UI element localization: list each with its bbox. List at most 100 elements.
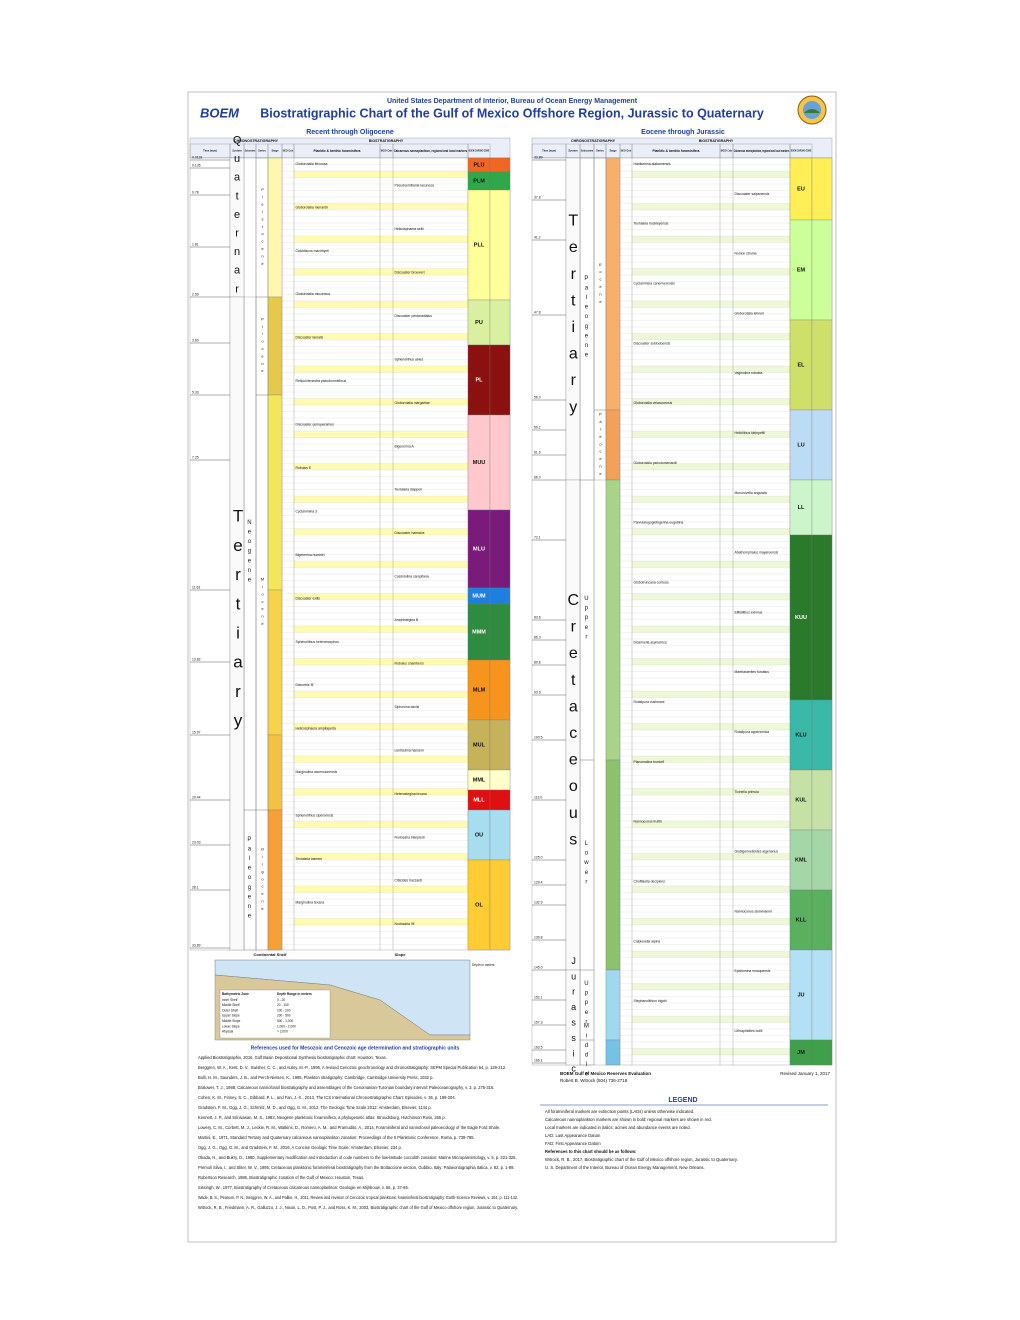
row-highlight: [632, 171, 790, 178]
column-head: Series: [596, 149, 604, 153]
column-head: Calcareous nannoplankton, regional and l…: [734, 149, 790, 153]
zone-strip: [811, 479, 833, 536]
marker-name: Rotalipora cushmani: [634, 700, 665, 704]
marker-name: Vaginulina robusta: [735, 371, 763, 375]
zone-strip: [811, 409, 833, 481]
zone-strip: [489, 769, 511, 791]
subsystem-cell: [579, 1039, 595, 1066]
time-label: 163.5: [534, 1045, 543, 1049]
citation-revised: Revised January 1, 2017: [780, 1071, 830, 1076]
subsystem-label: Paleogene: [246, 837, 252, 923]
time-label: 15.97: [192, 730, 201, 734]
table-cell: Lower Slope: [222, 1024, 240, 1028]
row-highlight: [294, 918, 468, 925]
bio-head: BIOSTRATIGRAPHY: [699, 139, 734, 143]
marker-name: Globorotalia lehneri: [735, 311, 765, 315]
marker-name: Globotruncana contusa: [634, 580, 669, 584]
zone-label: PLU: [474, 162, 485, 168]
row-highlight: [294, 431, 468, 438]
time-label: 86.3: [534, 635, 541, 639]
reference: Witrock, R. B., Friedmann, A. R., Galluz…: [198, 1205, 518, 1210]
zone-label: MLM: [473, 687, 486, 693]
legend-item: LAD: Last Appearance Datum: [545, 1133, 601, 1138]
time-label: 23.03: [192, 840, 201, 844]
zone-label: KML: [795, 857, 808, 863]
subsystem-label: Upper: [583, 981, 589, 1029]
marker-name: Cassidulina carapitana: [395, 575, 429, 579]
row-highlight: [294, 463, 468, 470]
table-cell: 200 - 500: [277, 1014, 291, 1018]
row-highlight: [632, 1048, 790, 1055]
zone-label: PL: [475, 377, 483, 383]
marker-name: Globorotalia margaritae: [395, 401, 431, 405]
marker-name: Sphenolithus abies: [395, 357, 424, 361]
subsystem-label: Paleogene: [583, 276, 589, 362]
reference: Premoli Silva, I., and Sliter, W. V., 19…: [198, 1165, 515, 1170]
subsystem-label: Neogene: [246, 520, 252, 587]
marker-name: Choffatella decipiens: [634, 879, 666, 883]
row-highlight: [294, 398, 468, 405]
stage-block: [605, 1039, 621, 1066]
zone-label: PLM: [473, 178, 485, 184]
row-highlight: [294, 788, 468, 795]
row-highlight: [294, 203, 468, 210]
time-label: 139.8: [534, 935, 543, 939]
time-label: 0.78: [192, 190, 199, 194]
marker-name: Siphonina davisi: [395, 705, 420, 709]
subsystem-label: Middle: [583, 1024, 589, 1082]
bio-head: BIOSTRATIGRAPHY: [369, 139, 404, 143]
time-label: 41.2: [534, 235, 541, 239]
row-highlight: [632, 593, 790, 600]
zone-strip: [489, 659, 511, 721]
time-label: 157.3: [534, 1020, 543, 1024]
row-highlight: [632, 463, 790, 470]
row-highlight: [294, 171, 468, 178]
time-label: 129.4: [534, 880, 543, 884]
zone-strip: [811, 949, 833, 1041]
marker-name: Robulus chambersi: [395, 662, 424, 666]
zone-strip: [489, 719, 511, 771]
zone-label: LU: [797, 442, 804, 448]
marker-name: Discoaster brouweri: [395, 271, 425, 275]
zone-strip: [489, 859, 511, 951]
zone-label: EU: [797, 186, 805, 192]
zone-strip: [489, 603, 511, 661]
reference: Sissingh, W., 1977, Biostratigraphy of C…: [198, 1185, 409, 1190]
row-highlight: [632, 853, 790, 860]
zone-strip: [811, 219, 833, 321]
marker-name: Discoaster sublodoensis: [634, 341, 671, 345]
marker-name: Reticulofenestra pseudoumbilicus: [296, 379, 347, 383]
system-label: Quaternary: [231, 135, 243, 321]
row-highlight: [294, 756, 468, 763]
zone-label: MUU: [473, 460, 486, 466]
zone-label: MUM: [472, 593, 486, 599]
zone-label: MMM: [472, 629, 486, 635]
marker-name: Heterostegina texana: [395, 792, 427, 796]
references-title: References used for Mesozoic and Cenozoi…: [251, 1045, 460, 1051]
stage-block: [605, 969, 621, 1041]
row-highlight: [294, 496, 468, 503]
time-label: 13.82: [192, 657, 201, 661]
time-label: 89.8: [534, 660, 541, 664]
zone-strip: [489, 587, 511, 605]
depth-label: Depth in meters: [472, 963, 495, 967]
zone-strip: [489, 299, 511, 346]
legend-title: LEGEND: [668, 1097, 697, 1104]
table-cell: 500 - 1,000: [277, 1019, 293, 1023]
row-highlight: [294, 366, 468, 373]
row-highlight: [294, 593, 468, 600]
table-cell: Outer Shelf: [222, 1008, 238, 1012]
legend-item: U. S. Department of the Interior, Bureau…: [545, 1165, 705, 1170]
marker-name: Amphistegina B: [395, 618, 419, 622]
marker-name: Marginulina ascensionensis: [296, 770, 338, 774]
series-label: Eocene: [598, 262, 603, 306]
reference: Ogg, J. G., Ogg, G. M., and Gradstein, F…: [198, 1145, 402, 1150]
marker-name: Cyclammina 3: [296, 509, 318, 513]
system-label: Cretaceous: [565, 592, 582, 858]
time-label: 100.5: [534, 735, 543, 739]
zone-table: [219, 989, 331, 1039]
zone-strip: [489, 157, 511, 173]
stage-block: [605, 759, 621, 971]
zone-label: JM: [797, 1050, 805, 1056]
